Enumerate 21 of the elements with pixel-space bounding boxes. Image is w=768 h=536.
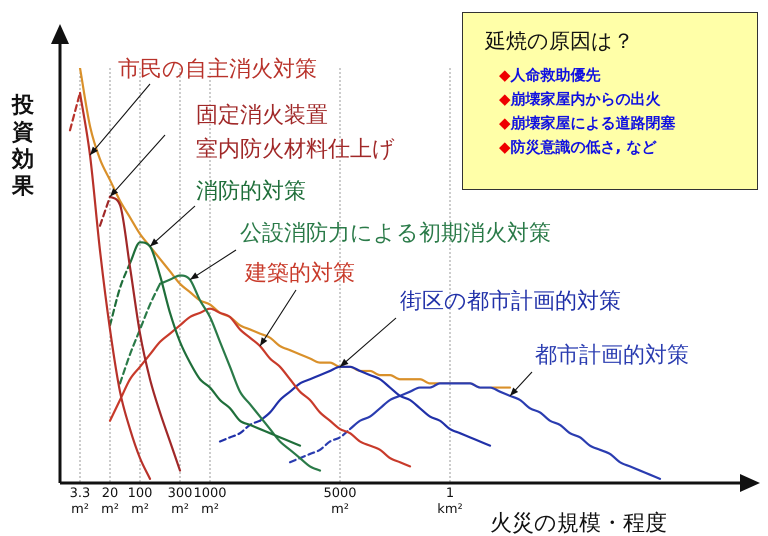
x-tick-label: 3.3 m² — [70, 486, 90, 517]
series-label: 建築的対策 — [244, 261, 355, 286]
x-tick-label: 300 m² — [168, 486, 192, 517]
annotation: ◆人命救助優先 — [498, 65, 602, 86]
text: 固定消火装置室内防火材料仕上げ — [196, 103, 395, 162]
x-tick-label: 1000 m² — [193, 486, 227, 517]
annotation: ◆崩壊家屋による道路閉塞 — [498, 113, 677, 134]
text: 延焼の原因は？ — [485, 29, 634, 53]
x-tick-label: 1 km² — [437, 486, 463, 517]
text: 街区の都市計画的対策 — [400, 289, 621, 314]
series-label: 市民の自主消火対策 — [118, 57, 317, 82]
x-tick-label: 5000 m² — [323, 486, 357, 517]
text: 公設消防力による初期消火対策 — [240, 221, 551, 246]
x-tick-label: 100 m² — [128, 486, 152, 517]
text: 消防的対策 — [196, 179, 306, 204]
y-axis-title: 投資効果 — [12, 92, 35, 200]
x-tick-label: 20 m² — [101, 486, 119, 517]
annotation: ◆崩壊家屋内からの出火 — [498, 89, 662, 110]
x-axis-title: 火災の規模・程度 — [490, 511, 667, 536]
annotation: ◆防災意識の低さ, など — [498, 137, 658, 158]
series-label: 都市計画的対策 — [535, 343, 689, 368]
